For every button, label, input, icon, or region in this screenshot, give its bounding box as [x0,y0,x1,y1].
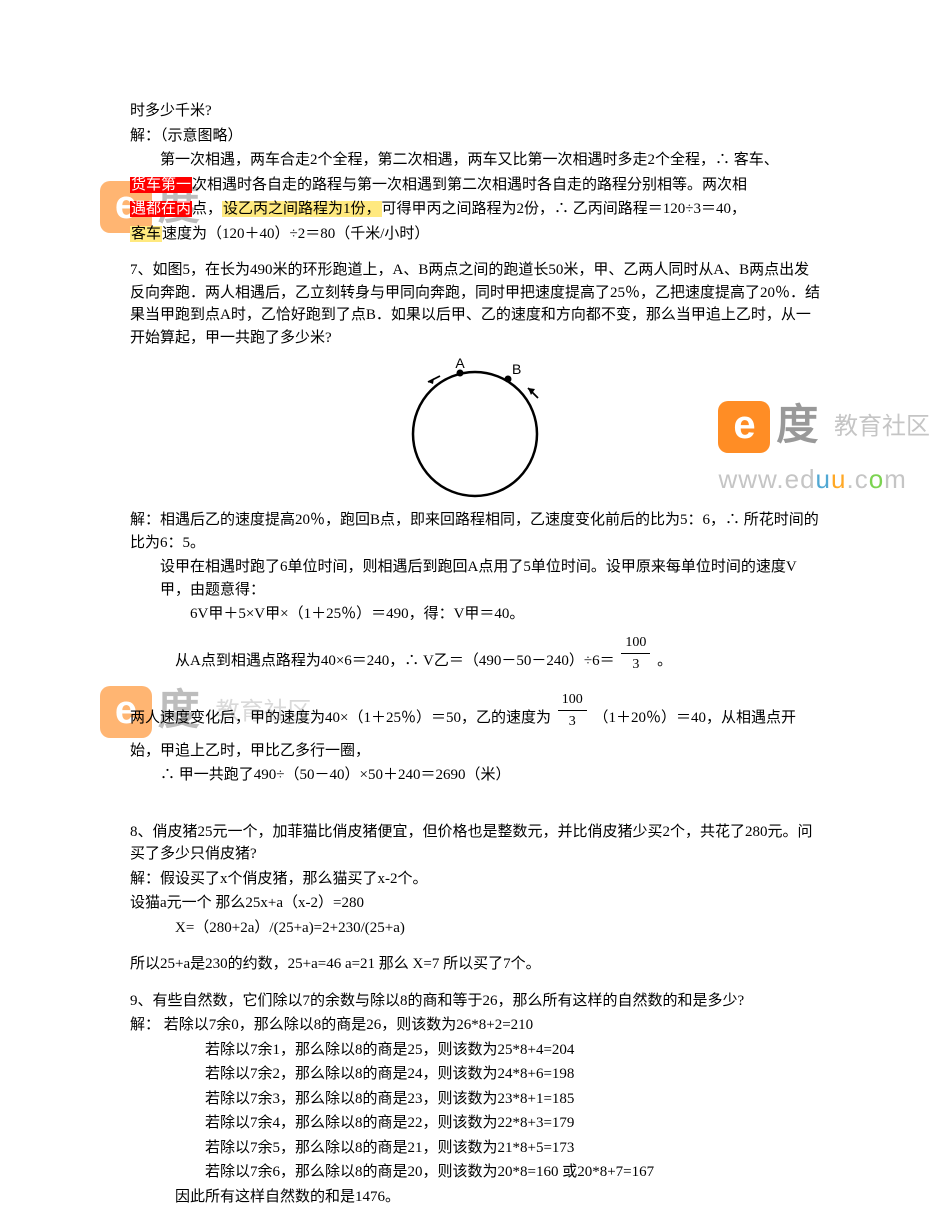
p9-sol8: 因此所有这样自然数的和是1476。 [130,1186,820,1209]
p9-sol7: 若除以7余6，那么除以8的商是20，则该数为20*8=160 或20*8+7=1… [130,1161,820,1184]
wm-e-icon: e [718,401,770,453]
highlight-yellow: 客车 [130,226,162,242]
p7-sol1: 解：相遇后乙的速度提高20％，跑回B点，即来回路程相同，乙速度变化前后的比为5：… [130,509,820,554]
p7-sol2: 设甲在相遇时跑了6单位时间，则相遇后到跑回A点用了5单位时间。设甲原来每单位时间… [130,556,820,601]
highlight-yellow: 设乙丙之间路程为1份， [222,201,382,217]
label-b: B [512,361,521,377]
p7-sol4: 从A点到相遇点路程为40×6＝240，∴ V乙＝（490－50－240）÷6＝ … [130,640,820,683]
p7-sol6: ∴ 甲一共跑了490÷（50－40）×50＋240＝2690（米） [130,764,820,787]
p6-line4: 货车第一次相遇时各自走的路程与第一次相遇到第二次相遇时各自走的路程分别相等。两次… [130,174,820,197]
label-a: A [455,355,465,371]
highlight-red: 遇都在丙 [130,201,192,217]
circle-diagram: A B [130,354,820,504]
highlight-red: 货车第一 [130,177,192,193]
p9-sol6: 若除以7余5，那么除以8的商是21，则该数为21*8+5=173 [130,1137,820,1160]
fraction-icon: 100 3 [621,632,650,675]
p8-sol1: 解：假设买了x个俏皮猪，那么猫买了x-2个。 [130,868,820,891]
p8-sol3: X=（280+2a）/(25+a)=2+230/(25+a) [130,917,820,940]
p9-sol1: 解： 若除以7余0，那么除以8的商是26，则该数为26*8+2=210 [130,1014,820,1037]
p6-line1: 时多少千米? [130,100,820,123]
p9-sol4: 若除以7余3，那么除以8的商是23，则该数为23*8+1=185 [130,1088,820,1111]
wm-du-text: 度 [776,395,818,458]
p6-line3: 第一次相遇，两车合走2个全程，第二次相遇，两车又比第一次相遇时多走2个全程，∴ … [130,149,820,172]
fraction-icon: 100 3 [558,689,587,732]
p7-sol5: 两人速度变化后，甲的速度为40×（1＋25％）＝50，乙的速度为 100 3 （… [130,697,820,763]
p6-line6: 客车速度为（120＋40）÷2＝80（千米/小时） [130,223,820,246]
p7-question: 7、如图5，在长为490米的环形跑道上，A、B两点之间的跑道长50米，甲、乙两人… [130,259,820,349]
watermark-logo-2: e 度 教育社区 www.eduu.com [718,395,930,499]
p6-line5: 遇都在丙点，设乙丙之间路程为1份，可得甲丙之间路程为2份，∴ 乙丙间路程＝120… [130,198,820,221]
p6-line2: 解：（示意图略） [130,125,820,148]
p8-question: 8、俏皮猪25元一个，加菲猫比俏皮猪便宜，但价格也是整数元，并比俏皮猪少买2个，… [130,821,820,866]
p9-question: 9、有些自然数，它们除以7的余数与除以8的商和等于26，那么所有这样的自然数的和… [130,990,820,1013]
p9-sol5: 若除以7余4，那么除以8的商是22，则该数为22*8+3=179 [130,1112,820,1135]
wm-edu-text: 教育社区 [834,409,930,445]
p7-sol3: 6V甲＋5×V甲×（1＋25％）＝490，得：V甲＝40。 [130,603,820,626]
wm-url: www.eduu.com [718,460,930,499]
p8-sol2: 设猫a元一个 那么25x+a（x-2）=280 [130,892,820,915]
p9-sol2: 若除以7余1，那么除以8的商是25，则该数为25*8+4=204 [130,1039,820,1062]
p9-sol3: 若除以7余2，那么除以8的商是24，则该数为24*8+6=198 [130,1063,820,1086]
p8-sol4: 所以25+a是230的约数，25+a=46 a=21 那么 X=7 所以买了7个… [130,953,820,976]
